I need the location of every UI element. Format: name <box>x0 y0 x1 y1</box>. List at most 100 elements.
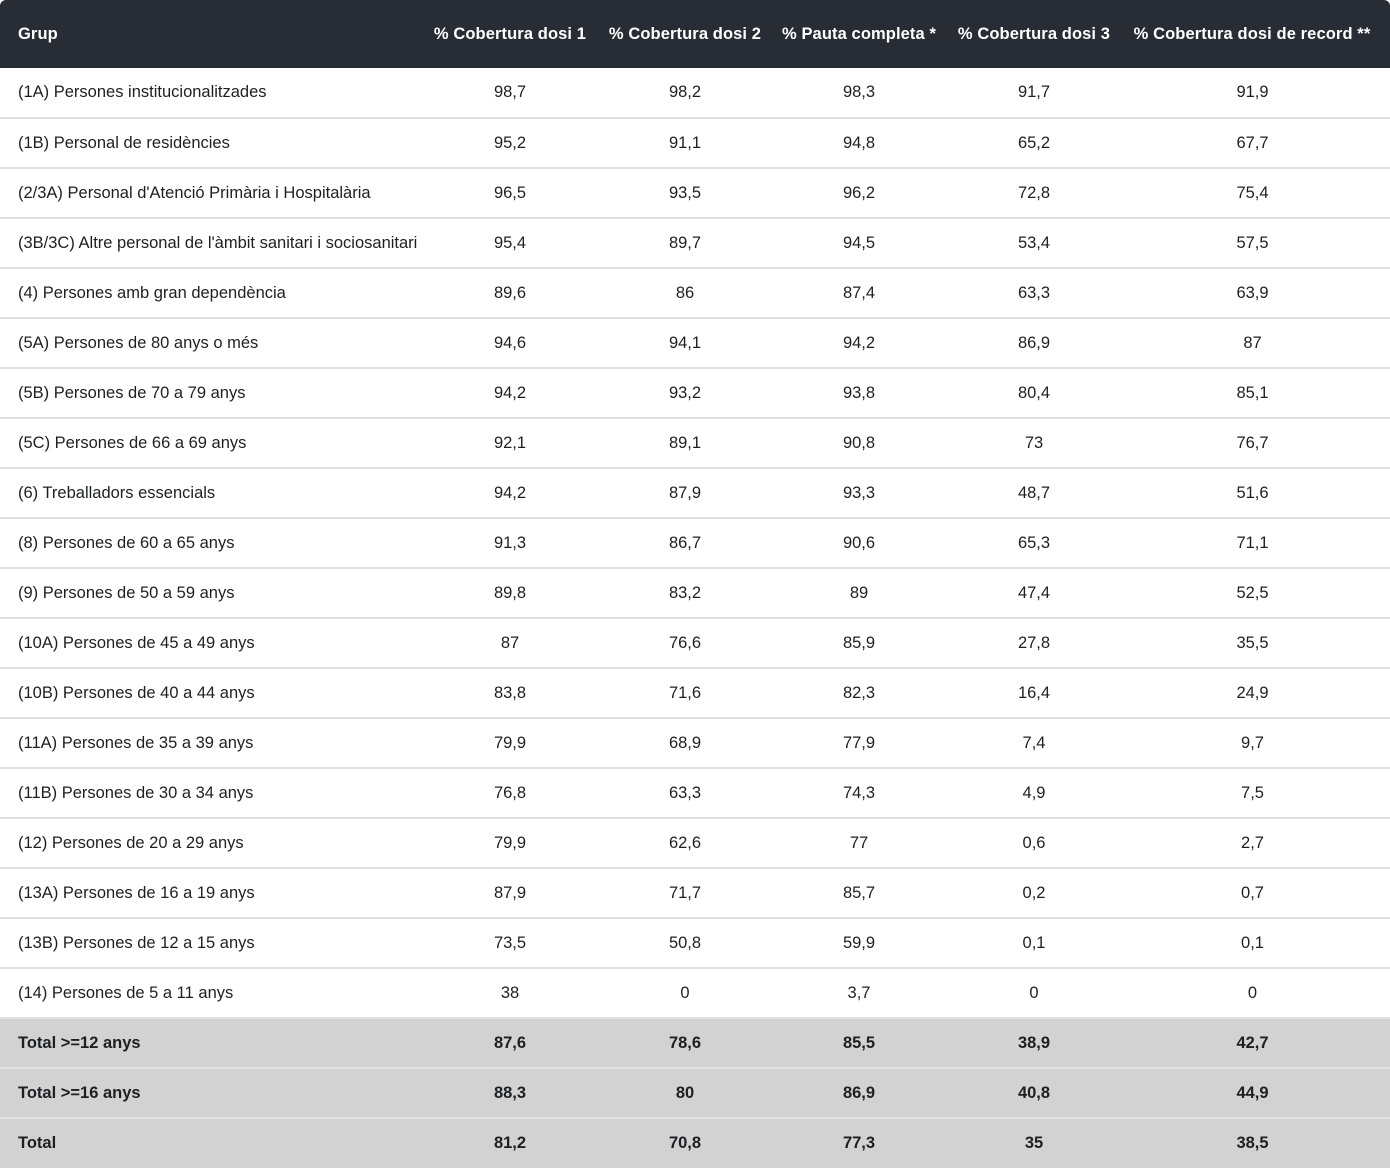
cell-dosi-record: 0,1 <box>1120 918 1390 969</box>
table-total-row: Total >=16 anys 88,3 80 86,9 40,8 44,9 <box>0 1068 1390 1119</box>
total-cell-pauta-completa: 86,9 <box>770 1068 948 1119</box>
cell-group: (9) Persones de 50 a 59 anys <box>0 568 420 619</box>
cell-dosi-1: 94,2 <box>420 368 600 419</box>
table-row: (10A) Persones de 45 a 49 anys 87 76,6 85,9… <box>0 618 1390 669</box>
total-cell-group: Total <box>0 1118 420 1168</box>
table-row: (11A) Persones de 35 a 39 anys 79,9 68,9 77… <box>0 718 1390 769</box>
table-row: (12) Persones de 20 a 29 anys 79,9 62,6 77 0… <box>0 818 1390 869</box>
cell-dosi-record: 87 <box>1120 318 1390 369</box>
cell-pauta-completa: 87,4 <box>770 268 948 319</box>
cell-dosi-record: 2,7 <box>1120 818 1390 869</box>
cell-pauta-completa: 98,3 <box>770 68 948 119</box>
cell-pauta-completa: 94,8 <box>770 118 948 169</box>
table-row: (1A) Persones institucionalitzades 98,7 98… <box>0 68 1390 119</box>
table-row: (5B) Persones de 70 a 79 anys 94,2 93,2 93,… <box>0 368 1390 419</box>
table-row: (10B) Persones de 40 a 44 anys 83,8 71,6 82… <box>0 668 1390 719</box>
column-header-dosi-3[interactable]: % Cobertura dosi 3 <box>948 0 1120 68</box>
cell-group: (11B) Persones de 30 a 34 anys <box>0 768 420 819</box>
cell-dosi-2: 93,2 <box>600 368 770 419</box>
cell-group: (5C) Persones de 66 a 69 anys <box>0 418 420 469</box>
table-row: (11B) Persones de 30 a 34 anys 76,8 63,3 74… <box>0 768 1390 819</box>
cell-pauta-completa: 3,7 <box>770 968 948 1019</box>
cell-dosi-record: 24,9 <box>1120 668 1390 719</box>
total-cell-group: Total >=12 anys <box>0 1018 420 1069</box>
cell-dosi-2: 98,2 <box>600 68 770 119</box>
cell-dosi-3: 65,3 <box>948 518 1120 569</box>
cell-dosi-1: 96,5 <box>420 168 600 219</box>
total-cell-group: Total >=16 anys <box>0 1068 420 1119</box>
cell-dosi-1: 94,2 <box>420 468 600 519</box>
table-row: (1B) Personal de residències 95,2 91,1 94,8… <box>0 118 1390 169</box>
cell-dosi-3: 86,9 <box>948 318 1120 369</box>
column-header-pauta-completa[interactable]: % Pauta completa * <box>770 0 948 68</box>
cell-pauta-completa: 93,3 <box>770 468 948 519</box>
cell-pauta-completa: 89 <box>770 568 948 619</box>
cell-pauta-completa: 59,9 <box>770 918 948 969</box>
column-header-group[interactable]: Grup <box>0 0 420 68</box>
cell-dosi-record: 0,7 <box>1120 868 1390 919</box>
cell-group: (12) Persones de 20 a 29 anys <box>0 818 420 869</box>
cell-dosi-3: 0,2 <box>948 868 1120 919</box>
cell-dosi-record: 91,9 <box>1120 68 1390 119</box>
total-cell-dosi-record: 38,5 <box>1120 1118 1390 1168</box>
cell-dosi-1: 89,8 <box>420 568 600 619</box>
table-row: (3B/3C) Altre personal de l'àmbit sanita… <box>0 218 1390 269</box>
cell-pauta-completa: 77,9 <box>770 718 948 769</box>
cell-dosi-record: 71,1 <box>1120 518 1390 569</box>
cell-dosi-2: 0 <box>600 968 770 1019</box>
column-header-dosi-2[interactable]: % Cobertura dosi 2 <box>600 0 770 68</box>
cell-group: (5B) Persones de 70 a 79 anys <box>0 368 420 419</box>
cell-dosi-2: 71,7 <box>600 868 770 919</box>
cell-dosi-record: 76,7 <box>1120 418 1390 469</box>
cell-dosi-1: 38 <box>420 968 600 1019</box>
total-cell-dosi-1: 88,3 <box>420 1068 600 1119</box>
total-cell-dosi-2: 70,8 <box>600 1118 770 1168</box>
total-cell-dosi-3: 35 <box>948 1118 1120 1168</box>
cell-dosi-2: 76,6 <box>600 618 770 669</box>
table-total-row: Total >=12 anys 87,6 78,6 85,5 38,9 42,7 <box>0 1018 1390 1069</box>
cell-dosi-3: 27,8 <box>948 618 1120 669</box>
cell-pauta-completa: 77 <box>770 818 948 869</box>
column-header-dosi-record[interactable]: % Cobertura dosi de record ** <box>1120 0 1390 68</box>
cell-dosi-2: 50,8 <box>600 918 770 969</box>
cell-dosi-record: 75,4 <box>1120 168 1390 219</box>
total-cell-dosi-3: 40,8 <box>948 1068 1120 1119</box>
cell-dosi-3: 0,6 <box>948 818 1120 869</box>
table-row: (13B) Persones de 12 a 15 anys 73,5 50,8 59… <box>0 918 1390 969</box>
cell-dosi-record: 35,5 <box>1120 618 1390 669</box>
cell-group: (3B/3C) Altre personal de l'àmbit sanita… <box>0 218 420 269</box>
cell-pauta-completa: 85,9 <box>770 618 948 669</box>
total-cell-dosi-1: 87,6 <box>420 1018 600 1069</box>
cell-dosi-1: 87,9 <box>420 868 600 919</box>
cell-pauta-completa: 94,5 <box>770 218 948 269</box>
cell-pauta-completa: 82,3 <box>770 668 948 719</box>
total-cell-dosi-1: 81,2 <box>420 1118 600 1168</box>
cell-group: (11A) Persones de 35 a 39 anys <box>0 718 420 769</box>
cell-dosi-2: 91,1 <box>600 118 770 169</box>
cell-dosi-1: 95,2 <box>420 118 600 169</box>
column-header-dosi-1[interactable]: % Cobertura dosi 1 <box>420 0 600 68</box>
table-row: (9) Persones de 50 a 59 anys 89,8 83,2 89 47… <box>0 568 1390 619</box>
cell-dosi-2: 89,1 <box>600 418 770 469</box>
cell-dosi-record: 67,7 <box>1120 118 1390 169</box>
table-row: (4) Persones amb gran dependència 89,6 86 8… <box>0 268 1390 319</box>
cell-dosi-2: 71,6 <box>600 668 770 719</box>
cell-dosi-3: 4,9 <box>948 768 1120 819</box>
total-cell-dosi-record: 44,9 <box>1120 1068 1390 1119</box>
cell-dosi-1: 87 <box>420 618 600 669</box>
cell-dosi-1: 76,8 <box>420 768 600 819</box>
cell-group: (1A) Persones institucionalitzades <box>0 68 420 119</box>
cell-dosi-record: 52,5 <box>1120 568 1390 619</box>
table-row: (6) Treballadors essencials 94,2 87,9 93,3 4… <box>0 468 1390 519</box>
cell-pauta-completa: 74,3 <box>770 768 948 819</box>
cell-pauta-completa: 90,8 <box>770 418 948 469</box>
cell-pauta-completa: 96,2 <box>770 168 948 219</box>
cell-dosi-1: 98,7 <box>420 68 600 119</box>
cell-dosi-3: 0 <box>948 968 1120 1019</box>
total-cell-dosi-2: 78,6 <box>600 1018 770 1069</box>
cell-pauta-completa: 94,2 <box>770 318 948 369</box>
table-row: (8) Persones de 60 a 65 anys 91,3 86,7 90,6… <box>0 518 1390 569</box>
cell-group: (2/3A) Personal d'Atenció Primària i Hos… <box>0 168 420 219</box>
cell-dosi-3: 48,7 <box>948 468 1120 519</box>
